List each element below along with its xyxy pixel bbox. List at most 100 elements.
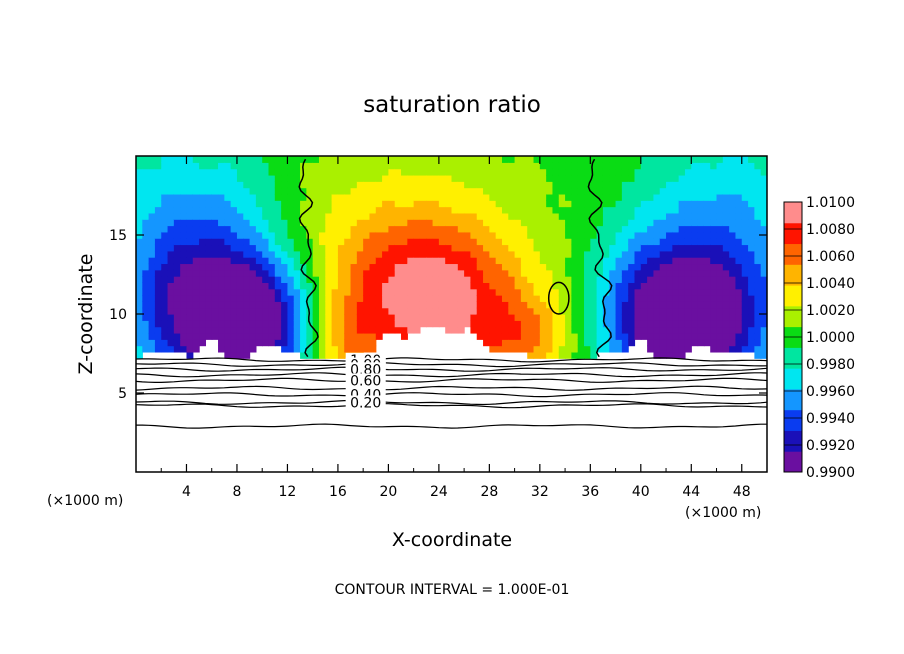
heatmap-cell — [211, 263, 219, 271]
heatmap-cell — [136, 212, 143, 220]
heatmap-cell — [230, 181, 238, 189]
heatmap-cell — [666, 206, 673, 214]
heatmap-cell — [647, 288, 655, 296]
heatmap-cell — [609, 257, 617, 265]
heatmap-cell — [489, 250, 497, 258]
heatmap-cell — [432, 301, 440, 309]
heatmap-cell — [287, 282, 295, 290]
heatmap-cell — [325, 314, 333, 321]
heatmap-cell — [350, 295, 358, 302]
heatmap-cell — [356, 168, 364, 176]
heatmap-cell — [148, 244, 156, 252]
heatmap-cell — [735, 156, 743, 163]
heatmap-cell — [211, 250, 219, 258]
heatmap-cell — [192, 345, 200, 353]
heatmap-cell — [672, 168, 680, 176]
heatmap-cell — [697, 320, 705, 328]
heatmap-cell — [255, 288, 263, 296]
heatmap-cell — [735, 295, 743, 302]
heatmap-cell — [539, 206, 547, 214]
heatmap-cell — [312, 219, 320, 227]
heatmap-cell — [666, 219, 673, 227]
heatmap-cell — [394, 238, 402, 246]
heatmap-cell — [356, 301, 364, 309]
heatmap-cell — [325, 174, 333, 182]
heatmap-cell — [640, 301, 648, 309]
heatmap-cell — [596, 156, 604, 163]
heatmap-cell — [552, 320, 560, 328]
heatmap-cell — [224, 295, 232, 302]
heatmap-cell — [451, 162, 459, 170]
heatmap-cell — [211, 332, 219, 340]
heatmap-cell — [394, 231, 402, 239]
heatmap-cell — [565, 238, 572, 246]
heatmap-cell — [722, 193, 730, 201]
heatmap-cell — [432, 162, 440, 170]
heatmap-cell — [527, 301, 535, 309]
heatmap-cell — [394, 187, 402, 195]
heatmap-cell — [363, 238, 371, 246]
heatmap-cell — [621, 200, 629, 208]
heatmap-cell — [533, 156, 541, 163]
heatmap-cell — [236, 244, 244, 252]
heatmap-cell — [426, 219, 434, 227]
heatmap-cell — [621, 238, 629, 246]
heatmap-cell — [457, 263, 465, 271]
heatmap-cell — [602, 269, 610, 277]
heatmap-cell — [602, 219, 610, 227]
heatmap-cell — [199, 320, 207, 328]
heatmap-cell — [735, 174, 743, 182]
heatmap-cell — [571, 244, 579, 252]
heatmap-cell — [192, 263, 200, 271]
heatmap-cell — [552, 212, 560, 220]
heatmap-cell — [678, 314, 686, 321]
heatmap-cell — [571, 269, 579, 277]
heatmap-cell — [287, 250, 295, 258]
heatmap-cell — [344, 301, 352, 309]
heatmap-cell — [628, 257, 636, 265]
heatmap-cell — [596, 162, 604, 170]
heatmap-cell — [602, 181, 610, 189]
heatmap-cell — [331, 162, 339, 170]
heatmap-cell — [590, 339, 598, 347]
heatmap-cell — [729, 295, 737, 302]
heatmap-cell — [533, 314, 541, 321]
heatmap-cell — [602, 212, 610, 220]
heatmap-cell — [161, 238, 169, 246]
heatmap-cell — [369, 269, 377, 277]
heatmap-cell — [539, 339, 547, 347]
heatmap-cell — [350, 332, 358, 340]
heatmap-cell — [180, 156, 188, 163]
heatmap-cell — [331, 231, 339, 239]
heatmap-cell — [577, 231, 585, 239]
heatmap-cell — [142, 282, 150, 290]
heatmap-cell — [520, 276, 528, 283]
heatmap-cell — [243, 193, 251, 201]
heatmap-cell — [691, 225, 699, 233]
colorbar-swatch — [784, 430, 802, 452]
heatmap-cell — [653, 282, 661, 290]
heatmap-cell — [722, 345, 730, 353]
heatmap-cell — [520, 225, 528, 233]
heatmap-cell — [577, 174, 585, 182]
heatmap-cell — [401, 219, 408, 227]
heatmap-cell — [205, 193, 213, 201]
heatmap-cell — [401, 301, 408, 309]
heatmap-cell — [199, 212, 207, 220]
heatmap-cell — [224, 181, 232, 189]
heatmap-cell — [331, 212, 339, 220]
heatmap-cell — [495, 193, 503, 201]
heatmap-cell — [274, 212, 282, 220]
heatmap-cell — [754, 276, 762, 283]
heatmap-cell — [243, 301, 251, 309]
heatmap-cell — [413, 212, 421, 220]
heatmap-cell — [243, 206, 251, 214]
heatmap-cell — [318, 263, 326, 271]
heatmap-cell — [546, 231, 554, 239]
heatmap-cell — [457, 257, 465, 265]
heatmap-cell — [508, 269, 516, 277]
heatmap-cell — [350, 250, 358, 258]
heatmap-cell — [281, 168, 289, 176]
heatmap-cell — [741, 168, 749, 176]
heatmap-cell — [262, 238, 270, 246]
